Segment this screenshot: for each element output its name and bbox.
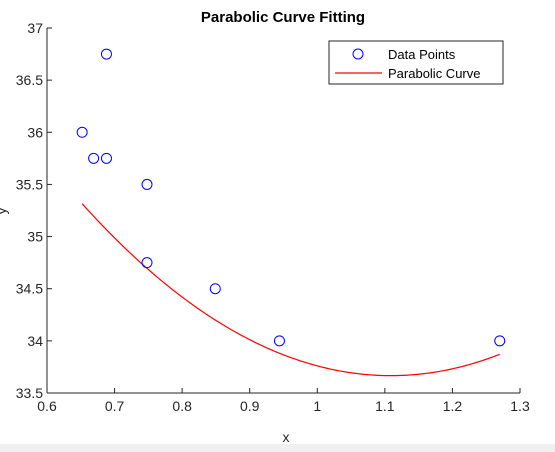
x-tick-label: 0.6	[37, 398, 57, 414]
data-point	[209, 283, 221, 295]
x-tick-label: 1.3	[510, 398, 530, 414]
parabolic-curve-line	[81, 203, 500, 377]
y-tick-label: 34.5	[16, 281, 43, 297]
y-tick-label: 36.5	[16, 72, 43, 88]
legend-label-data-points: Data Points	[388, 47, 456, 62]
x-tick-label: 1.2	[443, 398, 463, 414]
y-tick-label: 35	[27, 229, 43, 245]
legend: Data Points Parabolic Curve	[328, 40, 504, 85]
y-tick-label: 34	[27, 333, 43, 349]
x-tick-label: 1.1	[375, 398, 395, 414]
data-point	[88, 152, 100, 164]
x-tick-label: 1	[313, 398, 321, 414]
points-layer	[76, 48, 506, 347]
data-point	[273, 335, 285, 347]
y-tick-label: 33.5	[16, 385, 43, 401]
chart-title: Parabolic Curve Fitting	[201, 9, 365, 26]
plot-background	[47, 28, 520, 393]
data-point	[494, 335, 506, 347]
data-point	[141, 257, 153, 269]
curve-layer	[81, 203, 500, 377]
data-point	[100, 152, 112, 164]
y-tick-label: 37	[27, 20, 43, 36]
x-tick-label: 0.7	[105, 398, 125, 414]
data-point	[141, 178, 153, 190]
y-axis-label: y	[0, 208, 9, 215]
legend-box	[328, 40, 504, 85]
y-tick-label: 36	[27, 124, 43, 140]
plot-area	[47, 28, 520, 393]
data-point	[76, 126, 88, 138]
x-tick-label: 0.8	[172, 398, 192, 414]
legend-marker-data-points	[352, 48, 364, 60]
data-point	[100, 48, 112, 60]
y-tick-label: 35.5	[16, 176, 43, 192]
figure-bottom-strip	[0, 444, 555, 452]
x-tick-label: 0.9	[240, 398, 260, 414]
axes-layer: 0.6 0.7 0.8 0.9 1 1.1 1.2 1.3 33.5 34 34.5 35 35.5 36…	[16, 20, 530, 414]
x-axis-label: x	[283, 429, 290, 445]
legend-label-parabolic-curve: Parabolic Curve	[388, 66, 481, 81]
